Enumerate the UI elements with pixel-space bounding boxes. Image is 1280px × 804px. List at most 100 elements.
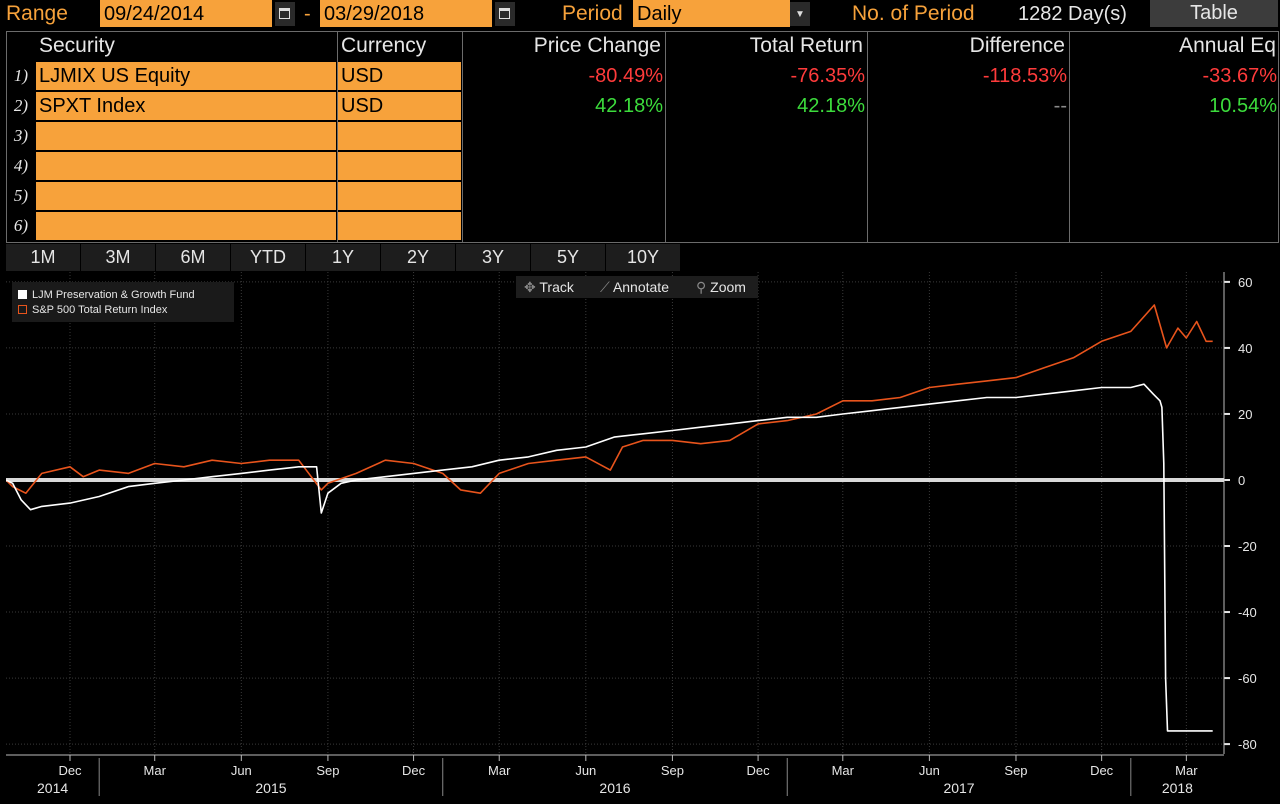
num-period-value: 1282 Day(s) bbox=[1018, 3, 1127, 25]
column-divider bbox=[337, 32, 338, 242]
calendar-icon[interactable] bbox=[495, 2, 515, 26]
legend-swatch bbox=[18, 290, 27, 299]
performance-chart[interactable]: 60 40 20 0 -20 -40 -60 -80 Dec Mar Jun Sep Dec Mar Jun… bbox=[5, 272, 1279, 799]
year-label: 2014 bbox=[37, 780, 68, 796]
zoom-tool[interactable]: ⚲ Zoom bbox=[696, 276, 746, 298]
annual-eq-value: 10.54% bbox=[1209, 95, 1277, 117]
price-change-value: -80.49% bbox=[588, 65, 664, 87]
num-period-label: No. of Period bbox=[852, 2, 975, 25]
period-3y-button[interactable]: 3Y bbox=[456, 244, 530, 271]
year-label: 2016 bbox=[599, 780, 630, 796]
legend-item-fund: LJM Preservation & Growth Fund bbox=[18, 288, 195, 302]
period-6m-button[interactable]: 6M bbox=[156, 244, 230, 271]
security-input[interactable] bbox=[36, 122, 336, 150]
magnifier-icon: ⚲ bbox=[696, 279, 707, 295]
difference-value: -118.53% bbox=[982, 65, 1067, 87]
x-tick-label: Jun bbox=[919, 763, 940, 778]
chart-tools: ✥ Track ⟋ Annotate ⚲ Zoom bbox=[516, 276, 758, 298]
row-number: 2) bbox=[13, 96, 29, 115]
currency-input[interactable] bbox=[338, 122, 461, 150]
series-line bbox=[5, 304, 1213, 494]
y-tick-label: 0 bbox=[1238, 473, 1245, 488]
row-number: 1) bbox=[13, 66, 29, 85]
currency-input[interactable]: USD bbox=[338, 92, 461, 120]
track-tool[interactable]: ✥ Track bbox=[524, 276, 574, 298]
year-label: 2018 bbox=[1162, 780, 1193, 796]
range-dash: - bbox=[304, 3, 311, 25]
x-tick-label: Mar bbox=[488, 763, 511, 778]
header-annual-eq: Annual Eq bbox=[1179, 34, 1276, 57]
x-tick-label: Mar bbox=[1175, 763, 1198, 778]
row-number: 6) bbox=[13, 216, 29, 235]
period-1m-button[interactable]: 1M bbox=[6, 244, 80, 271]
securities-table: Security Currency Price Change Total Ret… bbox=[6, 31, 1279, 243]
period-1y-button[interactable]: 1Y bbox=[306, 244, 380, 271]
total-return-value: 42.18% bbox=[797, 95, 865, 117]
row-number: 4) bbox=[13, 156, 29, 175]
period-select[interactable]: Daily bbox=[633, 0, 790, 27]
period-10y-button[interactable]: 10Y bbox=[606, 244, 680, 271]
range-label: Range bbox=[6, 2, 68, 25]
currency-input[interactable]: USD bbox=[338, 62, 461, 90]
y-tick-label: 40 bbox=[1238, 341, 1252, 356]
x-tick-label: Jun bbox=[575, 763, 596, 778]
crosshair-icon: ✥ bbox=[524, 279, 536, 295]
calendar-icon[interactable] bbox=[275, 2, 295, 26]
x-tick-label: Dec bbox=[58, 763, 82, 778]
legend-swatch bbox=[18, 305, 27, 314]
security-input[interactable] bbox=[36, 152, 336, 180]
header-total-return: Total Return bbox=[749, 34, 863, 57]
row-number: 3) bbox=[13, 126, 29, 145]
currency-input[interactable] bbox=[338, 152, 461, 180]
top-toolbar: Range 09/24/2014 - 03/29/2018 Period Dai… bbox=[0, 0, 1280, 30]
series-line bbox=[5, 383, 1213, 732]
end-date-field[interactable]: 03/29/2018 bbox=[320, 0, 492, 27]
pencil-icon: ⟋ bbox=[600, 279, 610, 295]
header-price-change: Price Change bbox=[533, 34, 661, 57]
year-label: 2017 bbox=[943, 780, 974, 796]
column-divider bbox=[1069, 32, 1070, 242]
y-tick-label: -40 bbox=[1238, 605, 1257, 620]
y-tick-label: -60 bbox=[1238, 671, 1257, 686]
security-input[interactable] bbox=[36, 182, 336, 210]
column-divider bbox=[665, 32, 666, 242]
header-currency: Currency bbox=[341, 34, 427, 57]
period-2y-button[interactable]: 2Y bbox=[381, 244, 455, 271]
difference-value: -- bbox=[1053, 95, 1067, 117]
legend-label: LJM Preservation & Growth Fund bbox=[32, 289, 195, 301]
x-tick-label: Mar bbox=[832, 763, 855, 778]
table-button[interactable]: Table bbox=[1150, 0, 1278, 27]
annotate-tool[interactable]: ⟋ Annotate bbox=[600, 276, 669, 298]
period-3m-button[interactable]: 3M bbox=[81, 244, 155, 271]
x-tick-label: Dec bbox=[402, 763, 426, 778]
period-label: Period bbox=[562, 2, 623, 25]
column-divider bbox=[867, 32, 868, 242]
currency-input[interactable] bbox=[338, 182, 461, 210]
y-tick-label: 20 bbox=[1238, 407, 1252, 422]
track-label: Track bbox=[539, 279, 574, 295]
chevron-down-icon[interactable]: ▼ bbox=[790, 2, 810, 26]
zoom-label: Zoom bbox=[710, 279, 746, 295]
y-tick-label: -80 bbox=[1238, 737, 1257, 752]
x-tick-label: Sep bbox=[1004, 763, 1027, 778]
annual-eq-value: -33.67% bbox=[1202, 65, 1278, 87]
security-input[interactable] bbox=[36, 212, 336, 240]
chart-legend: LJM Preservation & Growth Fund S&P 500 T… bbox=[12, 282, 234, 322]
start-date-field[interactable]: 09/24/2014 bbox=[100, 0, 272, 27]
period-5y-button[interactable]: 5Y bbox=[531, 244, 605, 271]
period-ytd-button[interactable]: YTD bbox=[231, 244, 305, 271]
price-change-value: 42.18% bbox=[595, 95, 663, 117]
year-label: 2015 bbox=[255, 780, 286, 796]
total-return-value: -76.35% bbox=[790, 65, 866, 87]
chart-canvas[interactable]: 60 40 20 0 -20 -40 -60 -80 Dec Mar Jun Sep Dec Mar Jun… bbox=[5, 272, 1279, 799]
x-tick-label: Sep bbox=[316, 763, 339, 778]
currency-input[interactable] bbox=[338, 212, 461, 240]
x-tick-label: Dec bbox=[1090, 763, 1114, 778]
legend-item-index: S&P 500 Total Return Index bbox=[18, 303, 167, 317]
y-tick-label: -20 bbox=[1238, 539, 1257, 554]
header-security: Security bbox=[39, 34, 115, 57]
security-input[interactable]: SPXT Index bbox=[36, 92, 336, 120]
security-input[interactable]: LJMIX US Equity bbox=[36, 62, 336, 90]
x-tick-label: Mar bbox=[144, 763, 167, 778]
x-tick-label: Sep bbox=[661, 763, 684, 778]
